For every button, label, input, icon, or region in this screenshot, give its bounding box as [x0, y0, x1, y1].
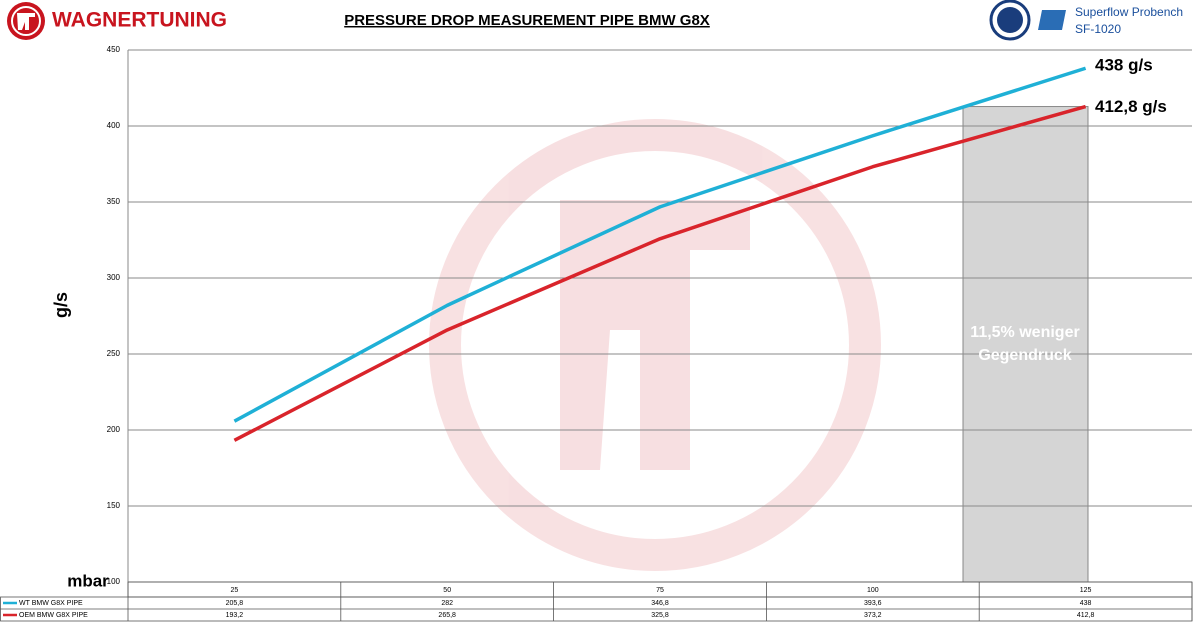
bench-model: SF-1020	[1075, 22, 1121, 36]
data-label: 373,2	[864, 612, 882, 619]
data-label: 346,8	[651, 600, 669, 607]
box-label: Gegendruck	[978, 347, 1071, 364]
end-label: 412,8 g/s	[1095, 97, 1167, 116]
data-label: 438	[1080, 600, 1092, 607]
data-label: 265,8	[438, 612, 456, 619]
y-tick-label: 450	[107, 45, 121, 54]
data-label: 325,8	[651, 612, 669, 619]
y-tick-label: 150	[107, 501, 121, 510]
y-tick-label: 400	[107, 121, 121, 130]
brand-logo	[7, 2, 45, 40]
legend-label: OEM BMW G8X PIPE	[19, 612, 88, 619]
series-line	[233, 66, 1087, 423]
x-tick-label: 25	[231, 587, 239, 594]
data-label: 193,2	[226, 612, 244, 619]
y-tick-label: 300	[107, 273, 121, 282]
x-tick-label: 100	[867, 587, 879, 594]
series-line	[233, 104, 1087, 442]
box-label: 11,5% weniger	[970, 324, 1079, 341]
legend-label: WT BMW G8X PIPE	[19, 600, 83, 607]
x-axis-label: mbar	[67, 571, 109, 590]
y-tick-label: 200	[107, 425, 121, 434]
watermark	[429, 119, 881, 571]
x-tick-label: 50	[443, 587, 451, 594]
y-tick-label: 250	[107, 349, 121, 358]
brand-name: WAGNERTUNING	[52, 9, 227, 32]
y-tick-label: 100	[107, 577, 121, 586]
x-tick-label: 75	[656, 587, 664, 594]
x-tick-label: 125	[1080, 587, 1092, 594]
data-label: 282	[441, 600, 453, 607]
data-label: 412,8	[1077, 612, 1095, 619]
bench-name: Superflow Probench	[1075, 5, 1183, 19]
chart-title: PRESSURE DROP MEASUREMENT PIPE BMW G8X	[344, 12, 710, 29]
bench-logo	[989, 0, 1066, 41]
data-label: 393,6	[864, 600, 882, 607]
y-axis-label: g/s	[51, 292, 71, 318]
difference-box	[962, 106, 1089, 583]
data-label: 205,8	[226, 600, 244, 607]
y-tick-label: 350	[107, 197, 121, 206]
end-label: 438 g/s	[1095, 56, 1153, 75]
